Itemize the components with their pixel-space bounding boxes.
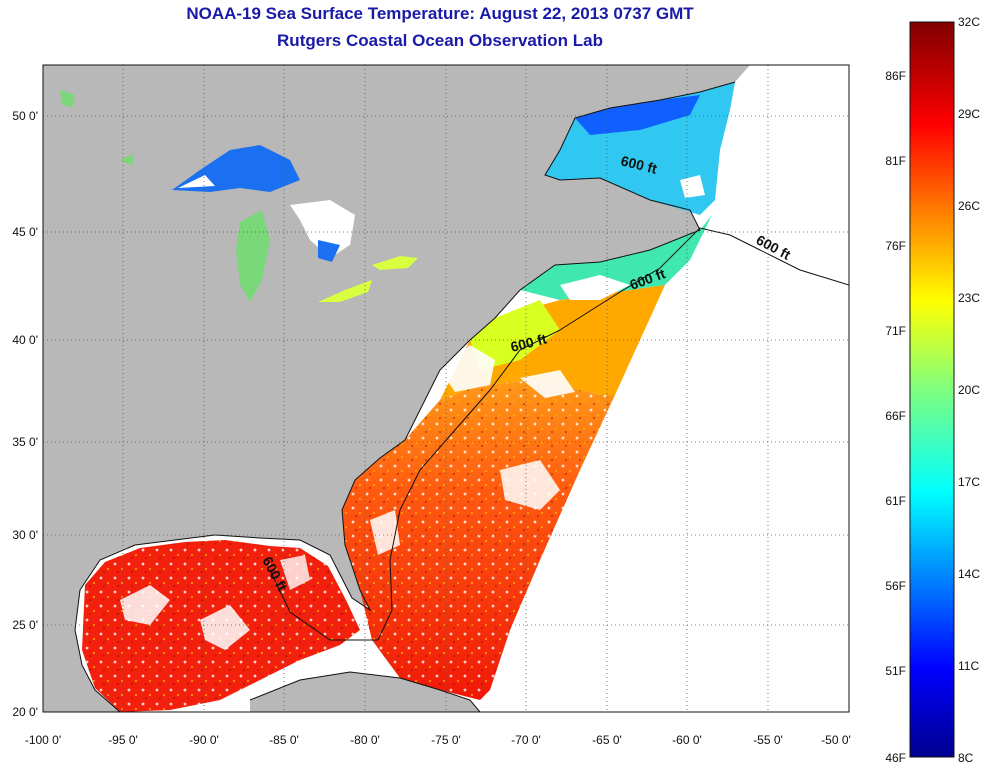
- isobath-600ft-contour: [269, 227, 849, 641]
- celsius-label: 32C: [958, 15, 980, 29]
- lon-tick-label: -90 0': [189, 733, 219, 747]
- celsius-label: 11C: [958, 659, 979, 673]
- fahrenheit-label: 46F: [885, 751, 906, 765]
- gulf-of-maine-sst: [520, 215, 712, 300]
- fahrenheit-label: 66F: [885, 409, 906, 423]
- lon-tick-label: -85 0': [269, 733, 299, 747]
- cuba-land: [250, 672, 480, 712]
- fahrenheit-label: 76F: [885, 239, 906, 253]
- lon-tick-label: -95 0': [108, 733, 138, 747]
- latitude-axis: 20 0' 25 0' 30 0' 35 0' 40 0' 45 0' 50 0…: [12, 109, 38, 719]
- lon-tick-label: -65 0': [592, 733, 622, 747]
- lake-ontario-sst: [372, 256, 418, 270]
- lat-tick-label: 40 0': [12, 333, 38, 347]
- lon-tick-label: -50 0': [821, 733, 851, 747]
- celsius-label: 8C: [958, 751, 974, 765]
- celsius-label: 29C: [958, 107, 980, 121]
- mid-atlantic-sst: [440, 285, 665, 400]
- lake-michigan-sst: [236, 210, 270, 302]
- celsius-label: 26C: [958, 199, 980, 213]
- lon-tick-label: -80 0': [350, 733, 380, 747]
- map-subtitle: Rutgers Coastal Ocean Observation Lab: [277, 31, 603, 50]
- lon-tick-label: -60 0': [672, 733, 702, 747]
- fahrenheit-label: 61F: [885, 494, 906, 508]
- colorbar-gradient: [909, 21, 955, 758]
- lake-erie-sst: [318, 280, 372, 302]
- fahrenheit-label: 51F: [885, 664, 906, 678]
- lon-tick-label: -75 0': [431, 733, 461, 747]
- longitude-axis: -100 0' -95 0' -90 0' -85 0' -80 0' -75 …: [25, 733, 851, 747]
- map-frame: [42, 64, 850, 713]
- celsius-label: 20C: [958, 383, 980, 397]
- lake-huron-sst: [290, 200, 355, 258]
- lon-tick-label: -55 0': [753, 733, 783, 747]
- lon-tick-label: -100 0': [25, 733, 61, 747]
- fahrenheit-label: 56F: [885, 579, 906, 593]
- lat-tick-label: 25 0': [12, 618, 38, 632]
- lat-tick-label: 30 0': [12, 528, 38, 542]
- fahrenheit-label: 81F: [885, 154, 906, 168]
- land-mass: [43, 65, 750, 712]
- lat-tick-label: 50 0': [12, 109, 38, 123]
- fahrenheit-label: 71F: [885, 324, 906, 338]
- lat-tick-label: 45 0': [12, 225, 38, 239]
- map-title: NOAA-19 Sea Surface Temperature: August …: [186, 4, 694, 23]
- celsius-label: 23C: [958, 291, 980, 305]
- celsius-label: 14C: [958, 567, 980, 581]
- lat-tick-label: 35 0': [12, 435, 38, 449]
- lat-tick-label: 20 0': [12, 705, 38, 719]
- celsius-label: 17C: [958, 475, 980, 489]
- lon-tick-label: -70 0': [511, 733, 541, 747]
- fahrenheit-label: 86F: [885, 69, 906, 83]
- temperature-colorbar: 32C 29C 26C 23C 20C 17C 14C 11C 8C 86F 8…: [885, 15, 980, 765]
